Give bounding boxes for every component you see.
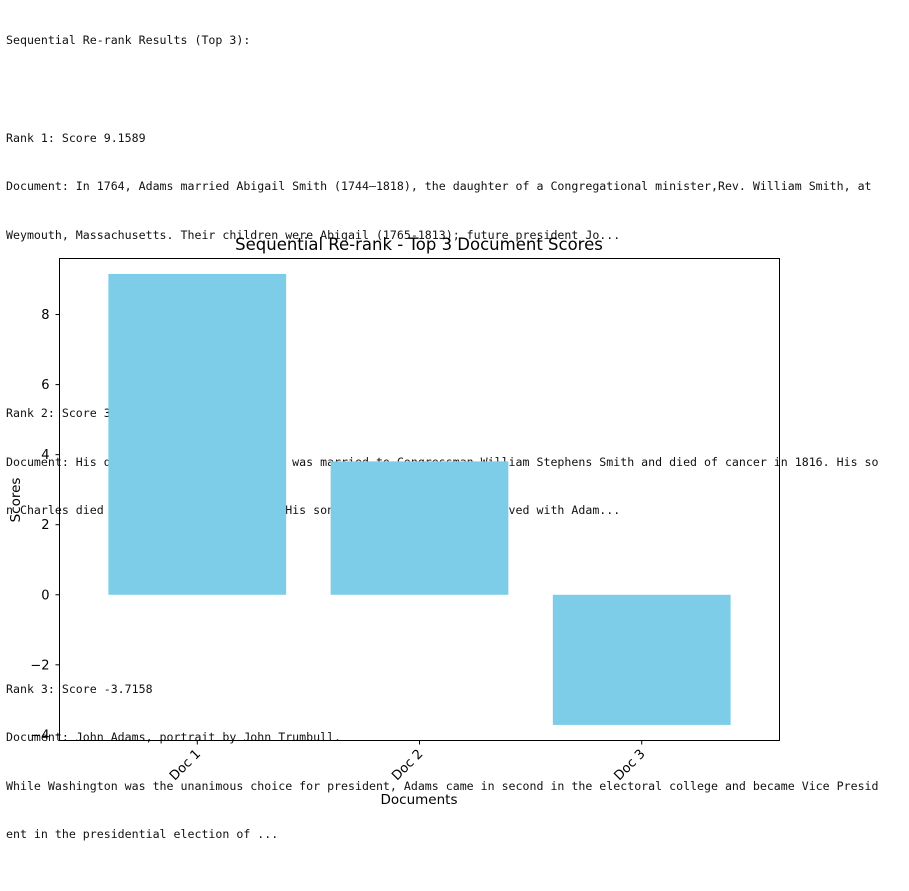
rank-line: Rank 3: Score -3.7158	[6, 681, 153, 696]
y-axis-label: Scores	[8, 478, 24, 523]
x-tick-label: Doc 2	[389, 747, 426, 784]
y-tick-label: 6	[41, 378, 49, 393]
rank-line: Rank 1: Score 9.1589	[6, 130, 146, 145]
x-axis-ticks: Doc 1 Doc 2 Doc 3	[167, 740, 649, 784]
chart-title: Sequential Re-rank - Top 3 Document Scor…	[235, 235, 603, 254]
document-line: ent in the presidential election of ...	[6, 827, 279, 842]
y-tick-label: 2	[41, 518, 49, 533]
y-axis-ticks: −4 −2 0 2 4 6 8	[30, 308, 60, 743]
bar-chart: Sequential Re-rank - Top 3 Document Scor…	[8, 235, 780, 808]
bar-doc-2	[330, 461, 509, 595]
document-line: Document: In 1764, Adams married Abigail…	[6, 179, 872, 194]
y-tick-label: 0	[41, 588, 49, 603]
document-line: Weymouth, Massachusetts. Their children …	[6, 227, 621, 242]
y-tick-label: 4	[41, 448, 49, 463]
y-tick-label: −2	[30, 658, 49, 673]
y-tick-label: 8	[41, 308, 49, 323]
bar-doc-3	[552, 594, 731, 725]
y-tick-label: −4	[30, 728, 49, 743]
x-axis-label: Documents	[381, 792, 458, 808]
x-tick-label: Doc 3	[611, 747, 648, 784]
x-tick-label: Doc 1	[167, 747, 204, 784]
results-header: Sequential Re-rank Results (Top 3):	[6, 33, 251, 48]
bars-group	[108, 273, 731, 725]
result-rank-1: Rank 1: Score 9.1589 Document: In 1764, …	[6, 97, 906, 275]
bar-doc-1	[108, 273, 287, 595]
document-line: While Washington was the unanimous choic…	[6, 778, 879, 793]
